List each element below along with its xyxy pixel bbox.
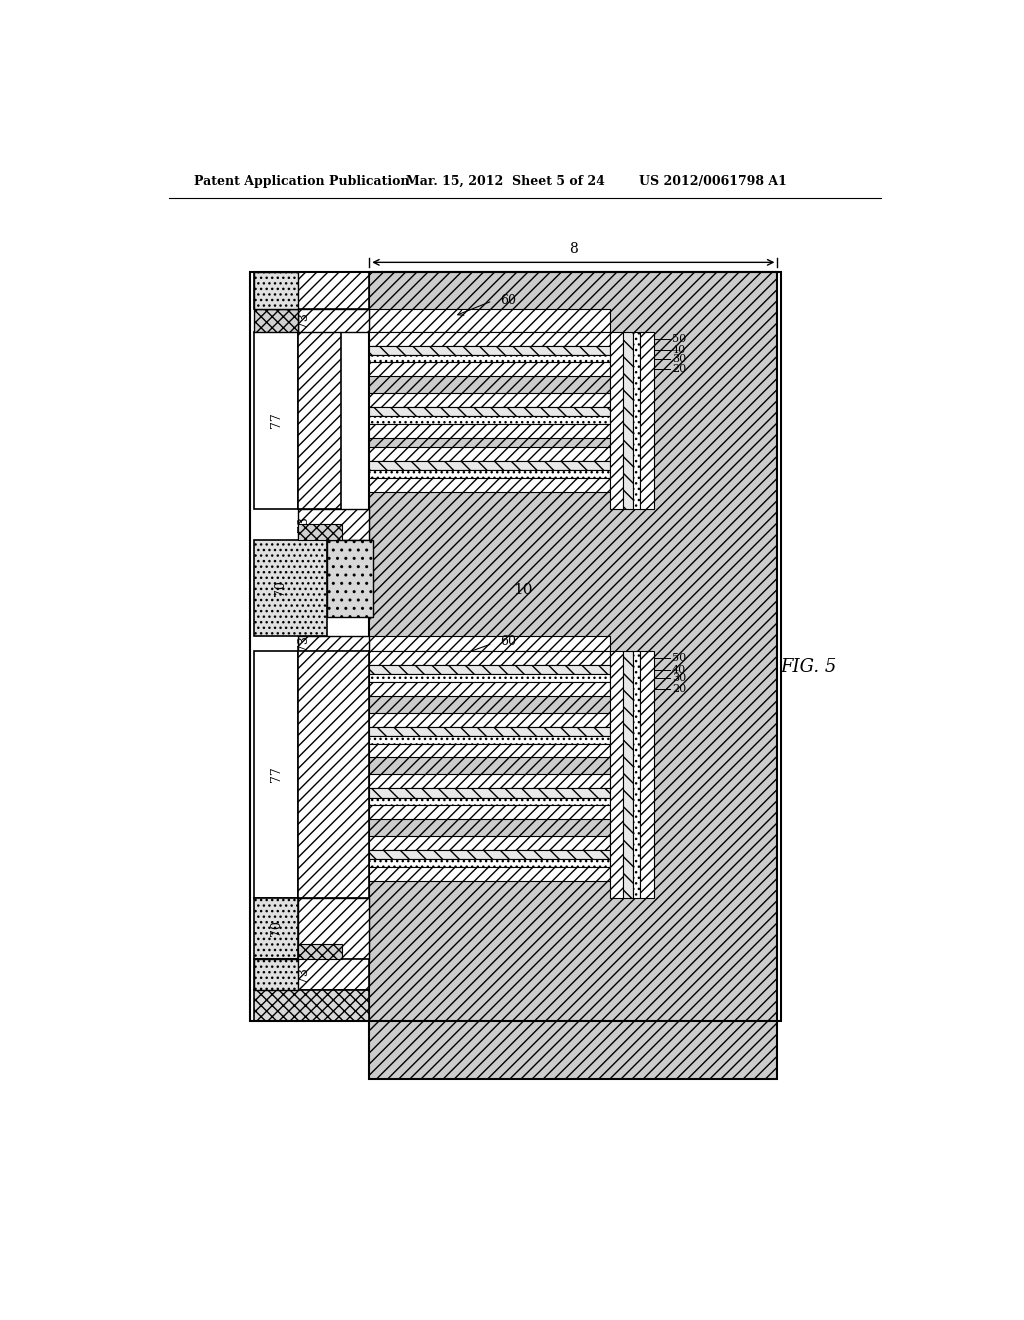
Bar — [370, 651, 609, 665]
Bar — [370, 726, 609, 737]
Text: 40: 40 — [672, 665, 686, 675]
Bar — [370, 355, 609, 363]
Bar — [254, 331, 298, 508]
Text: 70: 70 — [274, 579, 287, 597]
Bar — [370, 836, 609, 850]
Bar — [254, 309, 298, 331]
Text: Patent Application Publication: Patent Application Publication — [194, 176, 410, 187]
Bar — [624, 651, 633, 898]
Bar — [298, 898, 370, 960]
Bar — [370, 713, 609, 726]
Bar — [298, 944, 342, 960]
Bar — [370, 775, 609, 788]
Bar — [370, 346, 609, 355]
Bar — [370, 331, 609, 346]
Bar — [370, 461, 609, 470]
Text: 20: 20 — [672, 364, 686, 375]
Bar — [298, 508, 370, 540]
Bar — [370, 797, 609, 805]
Text: Mar. 15, 2012  Sheet 5 of 24: Mar. 15, 2012 Sheet 5 of 24 — [407, 176, 605, 187]
Bar — [370, 447, 609, 461]
Bar — [254, 651, 298, 898]
Bar — [254, 990, 370, 1020]
Bar — [254, 272, 370, 309]
Bar — [327, 540, 373, 616]
Text: 73: 73 — [297, 966, 310, 982]
Bar — [370, 737, 609, 743]
Text: 10: 10 — [513, 582, 534, 597]
Bar — [254, 960, 370, 990]
Text: 70: 70 — [269, 920, 283, 936]
Bar — [370, 407, 609, 416]
Text: 108: 108 — [340, 574, 360, 582]
Bar — [609, 331, 624, 508]
Bar — [370, 788, 609, 797]
Text: 50: 50 — [672, 653, 686, 663]
Bar — [633, 331, 640, 508]
Bar — [254, 898, 298, 960]
Bar — [370, 665, 609, 675]
Bar — [370, 859, 609, 867]
Bar — [254, 540, 327, 636]
Text: 30: 30 — [672, 673, 686, 684]
Text: 73: 73 — [297, 635, 310, 652]
Text: 60: 60 — [500, 635, 516, 648]
Bar — [298, 524, 342, 540]
Bar — [298, 636, 370, 651]
Bar — [370, 743, 609, 758]
Bar — [370, 309, 609, 331]
Bar — [633, 651, 640, 898]
Bar — [370, 636, 609, 651]
Bar — [254, 960, 298, 990]
Text: 60: 60 — [500, 294, 516, 308]
Bar — [298, 309, 370, 331]
Text: 73: 73 — [297, 312, 310, 329]
Bar — [640, 651, 654, 898]
Bar — [370, 393, 609, 407]
Bar — [370, 363, 609, 376]
Bar — [370, 424, 609, 438]
Text: US 2012/0061798 A1: US 2012/0061798 A1 — [639, 176, 786, 187]
Text: 20: 20 — [672, 684, 686, 694]
Bar — [370, 675, 609, 682]
Bar — [370, 850, 609, 859]
Bar — [254, 272, 298, 309]
Bar — [370, 867, 609, 880]
Bar — [370, 805, 609, 818]
Bar — [624, 331, 633, 508]
Text: 8: 8 — [569, 242, 578, 256]
Text: 73: 73 — [297, 516, 310, 532]
Bar — [250, 272, 781, 1020]
Bar — [370, 470, 609, 478]
Bar — [298, 651, 370, 898]
Bar — [640, 331, 654, 508]
Bar — [370, 416, 609, 424]
Bar — [370, 682, 609, 696]
Text: FIG. 5: FIG. 5 — [780, 657, 837, 676]
Bar — [370, 478, 609, 492]
Text: 77: 77 — [269, 412, 283, 428]
Bar — [609, 651, 624, 898]
Text: 77: 77 — [269, 767, 283, 783]
Bar — [298, 331, 341, 508]
Text: 40: 40 — [672, 345, 686, 355]
Text: 30: 30 — [672, 354, 686, 363]
Bar — [370, 272, 777, 1078]
Text: 50: 50 — [672, 334, 686, 343]
